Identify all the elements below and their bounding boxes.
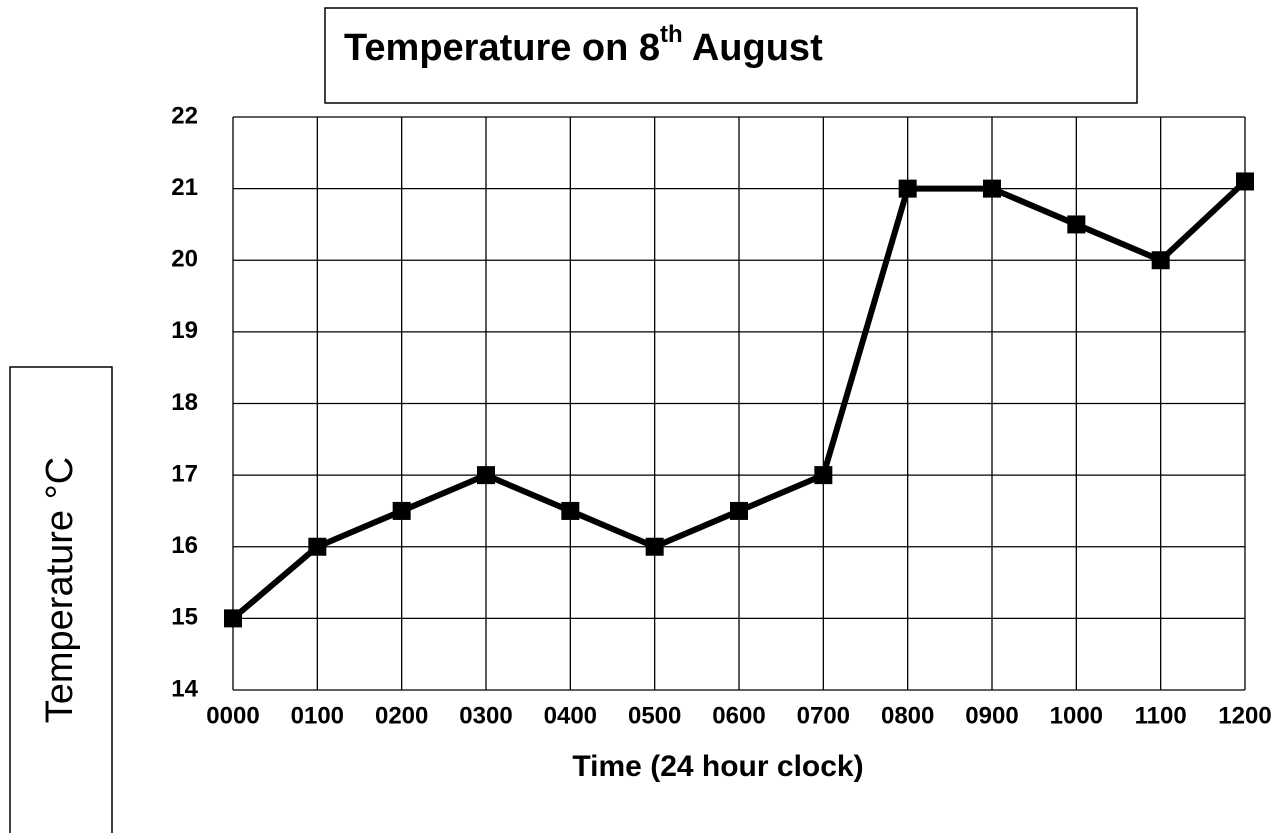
marker	[1151, 251, 1170, 270]
y-tick-label: 17	[171, 460, 198, 487]
x-tick-label: 0400	[544, 702, 597, 729]
y-tick-label: 22	[171, 102, 198, 129]
marker	[898, 179, 917, 198]
y-tick-label: 16	[171, 532, 198, 559]
x-tick-label: 0200	[375, 702, 428, 729]
title-box	[324, 7, 1138, 104]
x-tick-label: 1200	[1218, 702, 1271, 729]
marker	[392, 501, 411, 520]
marker	[477, 466, 495, 485]
marker	[224, 609, 242, 628]
marker	[561, 501, 580, 520]
y-tick-label: 14	[171, 675, 198, 702]
marker	[983, 179, 1001, 198]
x-tick-label: 0700	[797, 702, 850, 729]
x-axis-label: Time (24 hour clock)	[572, 750, 863, 783]
y-axis-label: Temperature °C	[39, 457, 81, 724]
y-tick-label: 18	[171, 389, 198, 416]
marker	[1236, 172, 1254, 191]
marker	[308, 537, 327, 556]
x-tick-label: 1000	[1050, 702, 1103, 729]
marker	[814, 466, 833, 485]
chart-title: Temperature on 8th August	[344, 21, 823, 69]
x-tick-label: 0300	[459, 702, 512, 729]
y-tick-label: 15	[171, 604, 198, 631]
x-tick-label: 0600	[712, 702, 765, 729]
marker	[1067, 215, 1086, 234]
y-tick-label: 20	[171, 246, 198, 273]
x-tick-label: 0000	[206, 702, 259, 729]
x-tick-label: 0500	[628, 702, 681, 729]
x-tick-label: 1100	[1135, 702, 1187, 729]
y-tick-label: 19	[171, 317, 198, 344]
marker	[730, 501, 748, 520]
y-label-box	[9, 366, 113, 833]
y-tick-label: 21	[171, 174, 198, 201]
x-tick-label: 0800	[881, 702, 934, 729]
x-tick-label: 0100	[291, 702, 344, 729]
x-tick-label: 0900	[965, 702, 1018, 729]
marker	[645, 537, 664, 556]
